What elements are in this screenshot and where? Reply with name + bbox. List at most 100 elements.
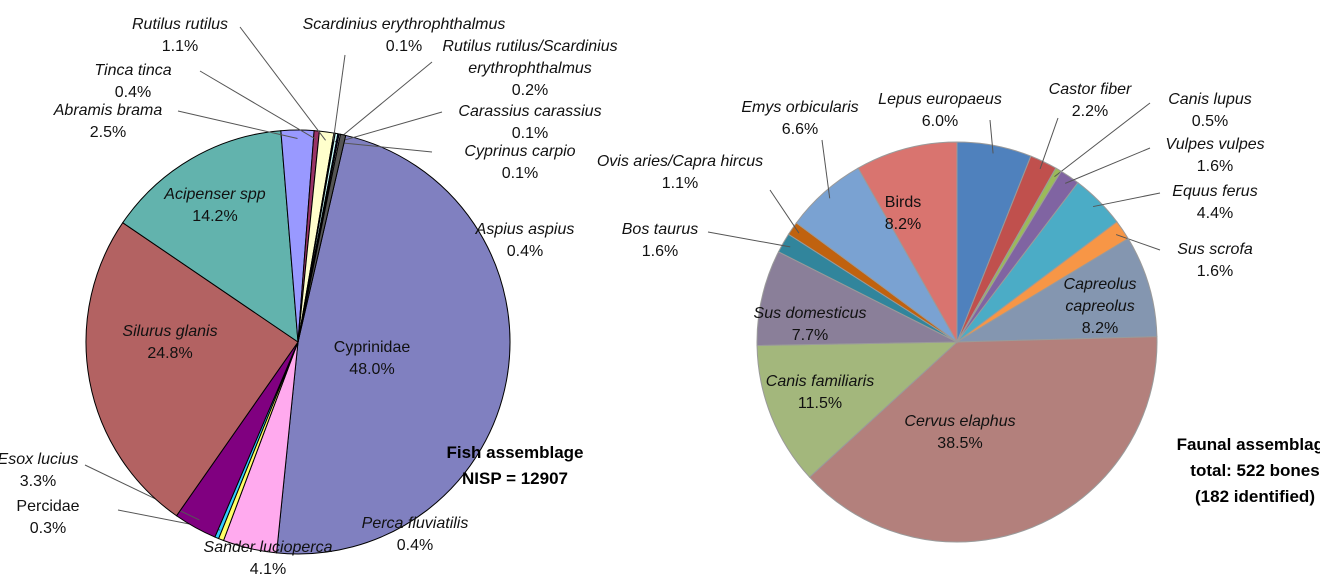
value-label: 0.4% [114,84,152,101]
value-label: 1.6% [1196,158,1234,175]
slice-label: Abramis brama 2.5% [54,100,162,144]
slice-label: Rutilus rutilus/Scardinius erythrophthal… [430,36,630,102]
slice-label: Ovis aries/Capra hircus 1.1% [597,151,763,195]
value-label: 4.4% [1196,205,1234,222]
category-label: Abramis brama [53,102,163,119]
leader-line [1054,102,1151,177]
annotation-line: Faunal assemblage [1176,435,1320,454]
slice-label: Emys orbicularis 6.6% [741,97,858,141]
category-label: Birds [884,194,922,211]
slice-label: Perca fluviatilis 0.4% [362,513,469,557]
pie-slice [276,134,511,555]
pie-slice [297,133,347,343]
category-label: Scardinius erythrophthalmus [302,16,506,33]
pie-slice [85,222,299,517]
category-label: Esox lucius [0,451,79,468]
value-label: 7.7% [791,327,829,344]
value-label: 3.3% [19,473,57,490]
category-label: Cervus elaphus [904,413,1016,430]
slice-label: Rutilus rutilus 1.1% [132,14,228,58]
slice-label: Cyprinidae 48.0% [334,337,410,381]
value-label: 1.6% [641,243,679,260]
category-label: Perca fluviatilis [361,515,469,532]
leader-line [1039,117,1059,170]
pie-slice [122,130,299,344]
value-label: 0.1% [501,165,539,182]
slice-label: Lepus europaeus 6.0% [878,89,1002,133]
pie-slice [955,237,1158,343]
value-label: 0.1% [511,125,549,142]
category-label: Equus ferus [1172,183,1258,200]
category-label: Acipenser spp [164,186,266,203]
leader-line [332,54,346,142]
value-label: 0.3% [29,520,67,537]
value-label: 0.5% [1191,113,1229,130]
slice-label: Acipenser spp 14.2% [164,184,265,228]
slice-label: Bos taurus 1.6% [622,219,698,263]
value-label: 4.1% [249,561,287,577]
value-label: 0.2% [511,82,549,99]
category-label: Capreolus capreolus [1063,276,1137,315]
category-label: Sander lucioperca [203,539,333,556]
slice-label: Percidae 0.3% [16,496,79,540]
category-label: Percidae [16,498,80,515]
category-label: Emys orbicularis [741,99,859,116]
value-label: 38.5% [937,435,983,452]
slice-label: Equus ferus 4.4% [1172,181,1257,225]
category-label: Cyprinus carpio [464,143,576,160]
slice-label: Carassius carassius 0.1% [458,101,601,145]
value-label: 0.4% [506,243,544,260]
value-label: 8.2% [1081,320,1119,337]
category-label: Aspius aspius [475,221,575,238]
pie-slice [756,341,959,478]
slice-label: Sus scrofa 1.6% [1177,239,1253,283]
leader-line [334,61,433,143]
slice-label: Tinca tinca 0.4% [94,60,171,104]
category-label: Rutilus rutilus/Scardinius erythrophthal… [442,38,618,77]
annotation-line: NISP = 12907 [461,469,569,488]
value-label: 6.0% [921,113,959,130]
category-label: Cyprinidae [333,339,411,356]
value-label: 14.2% [192,208,238,225]
value-label: 2.5% [89,124,127,141]
pie-slice [857,141,958,344]
value-label: 6.6% [781,121,819,138]
pie-slice [808,336,1158,543]
category-label: Canis lupus [1168,91,1252,108]
category-label: Tinca tinca [94,62,172,79]
slice-label: Capreolus capreolus 8.2% [1045,274,1155,340]
category-label: Castor fiber [1048,81,1132,98]
category-label: Rutilus rutilus [131,16,229,33]
value-label: 24.8% [147,345,193,362]
value-label: 1.1% [161,38,199,55]
slice-label: Canis familiaris 11.5% [766,371,874,415]
annotation-line: total: 522 bones [1190,461,1320,480]
category-label: Ovis aries/Capra hircus [596,153,764,170]
slice-label: Cervus elaphus 38.5% [904,411,1015,455]
slice-label: Cyprinus carpio 0.1% [464,141,575,185]
value-label: 8.2% [884,216,922,233]
annotation: Faunal assemblage total: 522 bones (182 id… [1177,432,1320,510]
leader-line [338,141,433,153]
leader-line [199,70,317,140]
leader-line [769,189,800,234]
value-label: 0.4% [396,537,434,554]
value-label: 1.6% [1196,263,1234,280]
slice-label: Silurus glanis 24.8% [122,321,217,365]
pie-slice [756,251,958,346]
value-label: 0.1% [385,38,423,55]
value-label: 48.0% [349,361,395,378]
category-label: Lepus europaeus [878,91,1002,108]
value-label: 11.5% [797,395,843,412]
annotation-line: Fish assemblage [446,443,584,462]
leader-line [177,110,298,139]
category-label: Bos taurus [621,221,699,238]
leader-line [1065,147,1151,184]
leader-line [336,111,443,143]
category-label: Sus scrofa [1177,241,1253,258]
slice-label: Esox lucius 3.3% [0,449,78,493]
slice-label: Aspius aspius 0.4% [476,219,575,263]
value-label: 2.2% [1071,103,1109,120]
